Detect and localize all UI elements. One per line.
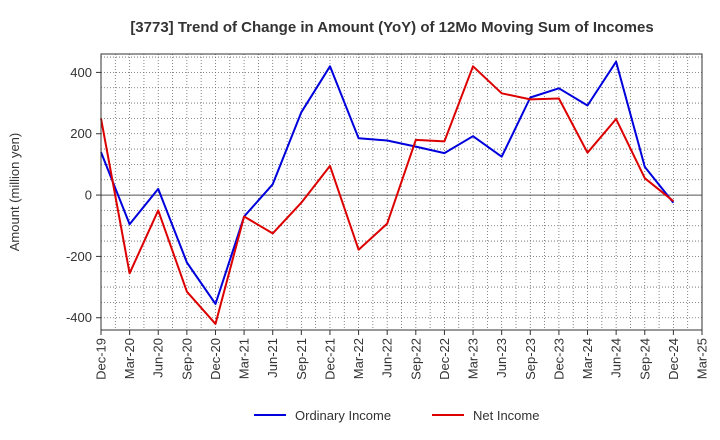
series-layer xyxy=(100,60,675,325)
x-tick-label: Mar-25 xyxy=(695,338,710,379)
x-tick-label: Mar-23 xyxy=(466,338,481,379)
y-tick-label: -200 xyxy=(66,249,92,264)
x-tick-label: Sep-24 xyxy=(637,338,652,380)
legend-label: Net Income xyxy=(473,408,539,423)
y-tick-label: 0 xyxy=(85,188,92,203)
x-tick-label: Mar-22 xyxy=(351,338,366,379)
x-tick-label: Jun-24 xyxy=(609,338,624,378)
x-tick-label: Sep-22 xyxy=(408,338,423,380)
series-line-net-income xyxy=(100,65,675,325)
x-tick-label: Mar-20 xyxy=(122,338,137,379)
x-tick-label: Jun-22 xyxy=(380,338,395,378)
y-tick-label: 200 xyxy=(70,126,92,141)
y-tick-label: 400 xyxy=(70,65,92,80)
x-tick-label: Mar-21 xyxy=(237,338,252,379)
legend: Ordinary Income Net Income xyxy=(254,408,539,423)
y-axis-label: Amount (million yen) xyxy=(7,133,22,252)
x-tick-label: Mar-24 xyxy=(580,338,595,379)
x-tick-label: Sep-23 xyxy=(523,338,538,380)
x-tick-label: Dec-24 xyxy=(666,338,681,380)
x-tick-label: Sep-20 xyxy=(179,338,194,380)
legend-label: Ordinary Income xyxy=(295,408,391,423)
y-tick-label: -400 xyxy=(66,310,92,325)
series-line-ordinary-income xyxy=(100,60,675,305)
x-tick-label: Dec-22 xyxy=(437,338,452,380)
x-tick-label: Dec-23 xyxy=(551,338,566,380)
x-tick-labels: Dec-19 Mar-20 Jun-20 Sep-20 Dec-20 Mar-21 Jun-… xyxy=(94,330,710,380)
x-tick-label: Jun-23 xyxy=(494,338,509,378)
x-tick-label: Jun-21 xyxy=(265,338,280,378)
chart-title: [3773] Trend of Change in Amount (YoY) o… xyxy=(130,19,653,36)
y-tick-labels: -400 -200 0 200 400 xyxy=(66,65,101,325)
plot-frame xyxy=(100,53,703,331)
x-tick-label: Dec-20 xyxy=(208,338,223,380)
x-tick-label: Dec-19 xyxy=(94,338,109,380)
x-tick-label: Jun-20 xyxy=(151,338,166,378)
x-tick-label: Dec-21 xyxy=(322,338,337,380)
x-tick-label: Sep-21 xyxy=(294,338,309,380)
